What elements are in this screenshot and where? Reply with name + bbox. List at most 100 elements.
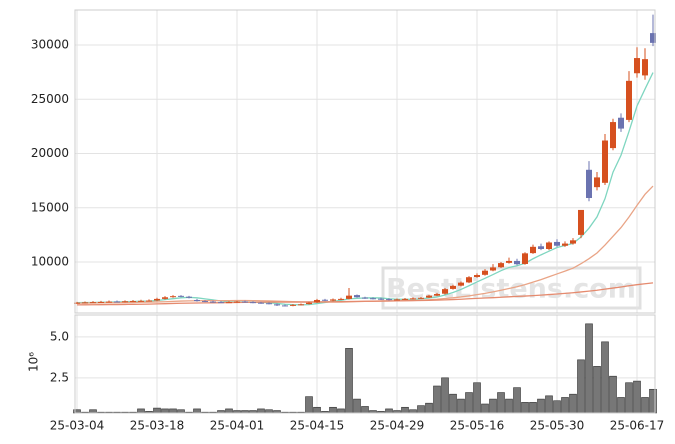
volume-bar [537,398,545,414]
candle-body [186,296,192,298]
frame [74,9,656,414]
volume-bar [601,341,609,414]
candle-body [482,270,488,275]
candle-body [282,305,288,307]
candle-body [530,246,536,254]
volume-bar [345,348,353,414]
y-tick-label: 15000 [31,200,69,214]
candle-body [354,295,360,298]
y-axis-label: 10⁶ [27,352,41,372]
x-tick-label: 25-04-29 [370,419,424,433]
y-tick-label: 10000 [31,255,69,269]
candle-body [242,301,248,303]
candle-body [234,301,240,303]
y-tick-label: 30000 [31,38,69,52]
volume-bar [361,406,369,414]
candle-body [570,240,576,244]
volume-bar [497,392,505,414]
candle-body [362,297,368,299]
candle-body [138,300,144,302]
volume-bar [569,393,577,414]
candle-body [250,302,256,304]
candle-body [586,169,592,199]
volume-bar [529,402,537,414]
y-tick-label: 25000 [31,92,69,106]
x-tick-label: 25-05-16 [450,419,504,433]
x-tick-label: 25-05-30 [530,419,584,433]
x-tick-label: 25-06-17 [610,419,664,433]
y-tick-label: 2.5 [50,370,69,384]
volume-bar [193,408,201,414]
volume-bar [425,402,433,414]
volume-bar [545,395,553,414]
candle-body [146,300,152,302]
candle-body [290,304,296,306]
candle-body [450,285,456,289]
candle-body [418,297,424,299]
x-tick-label: 25-03-04 [50,419,104,433]
candle-body [594,177,600,188]
y-tick-label: 20000 [31,146,69,160]
volume-bar [465,392,473,414]
volume-bar [641,397,649,414]
candle-body [314,299,320,303]
volume-bar [561,397,569,414]
candle-body [562,243,568,246]
candle-body [298,304,304,306]
watermark-box [381,266,642,310]
candle-body [506,260,512,263]
candle-body [522,253,528,264]
candle-body [610,122,616,149]
moving-average-line [76,282,654,306]
candle-body [426,295,432,298]
price-frame [74,9,656,314]
volume-bar [225,408,233,414]
volume-bar [585,323,593,414]
candle-body [114,301,120,303]
candle-body [378,298,384,300]
volume-bar [633,380,641,414]
candle-body [514,260,520,265]
candle-body [162,297,168,299]
candle-body [178,295,184,297]
candle-body [386,299,392,301]
candle-body [578,209,584,235]
candle-body [90,302,96,304]
volume-bar [313,406,321,414]
candle-body [490,267,496,271]
candle-body [218,302,224,304]
volume-bar [329,406,337,414]
candle-body [498,263,504,268]
volume-bar [169,408,177,414]
candle-body [626,80,632,120]
candle-body [98,301,104,303]
candle-body [202,301,208,303]
volume-bar [385,408,393,414]
volume-bar [153,407,161,414]
candle-body [466,277,472,283]
candle-body [258,302,264,304]
candle-body [474,275,480,277]
volume-bar [505,398,513,414]
candle-body [122,301,128,303]
candle-body [330,299,336,301]
candle-body [210,301,216,303]
volume-bar [609,375,617,414]
candle-body [106,301,112,303]
volume-bar [305,396,313,414]
volume-bar [625,382,633,414]
candle-body [170,296,176,298]
volume-bar [457,398,465,414]
volume-bar [441,377,449,414]
candle-body [394,299,400,301]
candle-body [346,295,352,299]
candle-body [442,289,448,294]
volume-bar [161,408,169,414]
candle-body [338,298,344,300]
volume-bar [553,400,561,414]
candle-body [410,298,416,300]
candle-body [642,59,648,76]
candle-body [130,301,136,303]
